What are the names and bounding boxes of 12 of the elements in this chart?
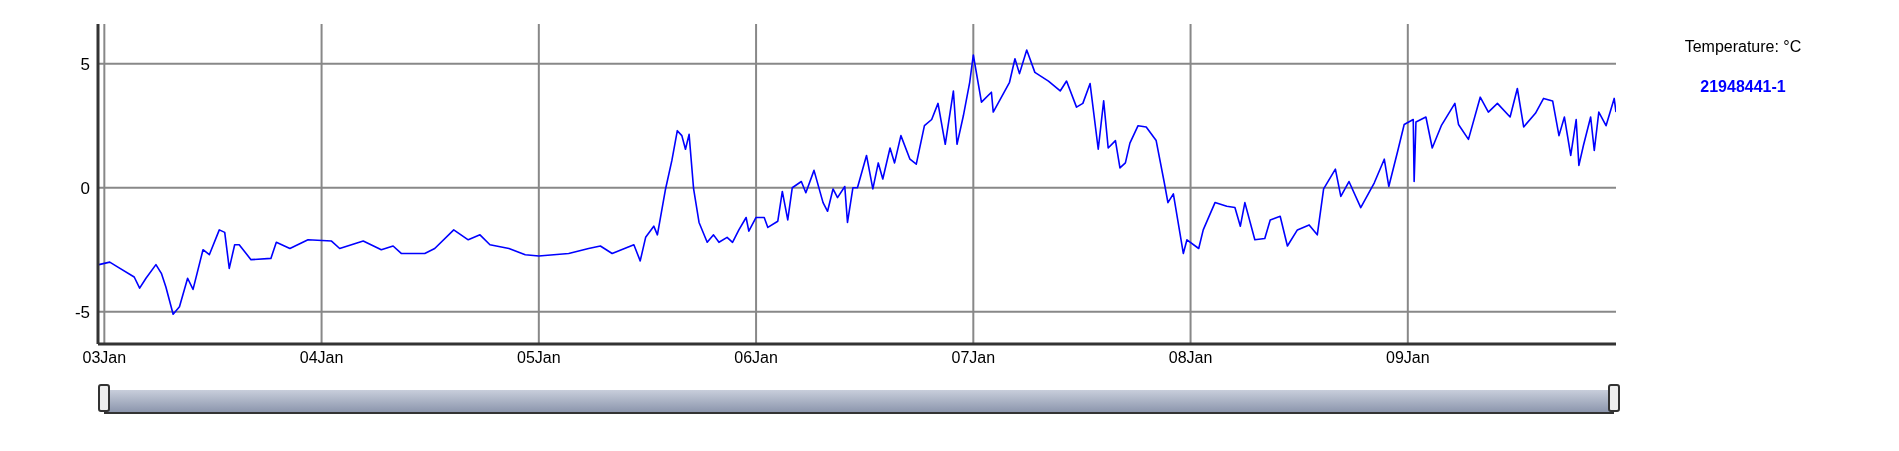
x-tick-label: 04Jan [299,349,344,367]
x-tick-label: 03Jan [82,349,127,367]
legend-title: Temperature: °C [1683,38,1803,56]
x-tick-label: 09Jan [1386,349,1430,367]
text: 21948441-1 [1699,78,1787,96]
x-tick-label: 08Jan [1168,349,1213,367]
x-tick-label: 07Jan [951,349,996,367]
y-tick-label: 0 [80,178,90,198]
x-tick-label: 06Jan [734,349,778,367]
y-tick-label: -5 [74,302,90,322]
y-tick-label: 5 [80,54,90,74]
x-tick-label: 05Jan [517,349,561,367]
